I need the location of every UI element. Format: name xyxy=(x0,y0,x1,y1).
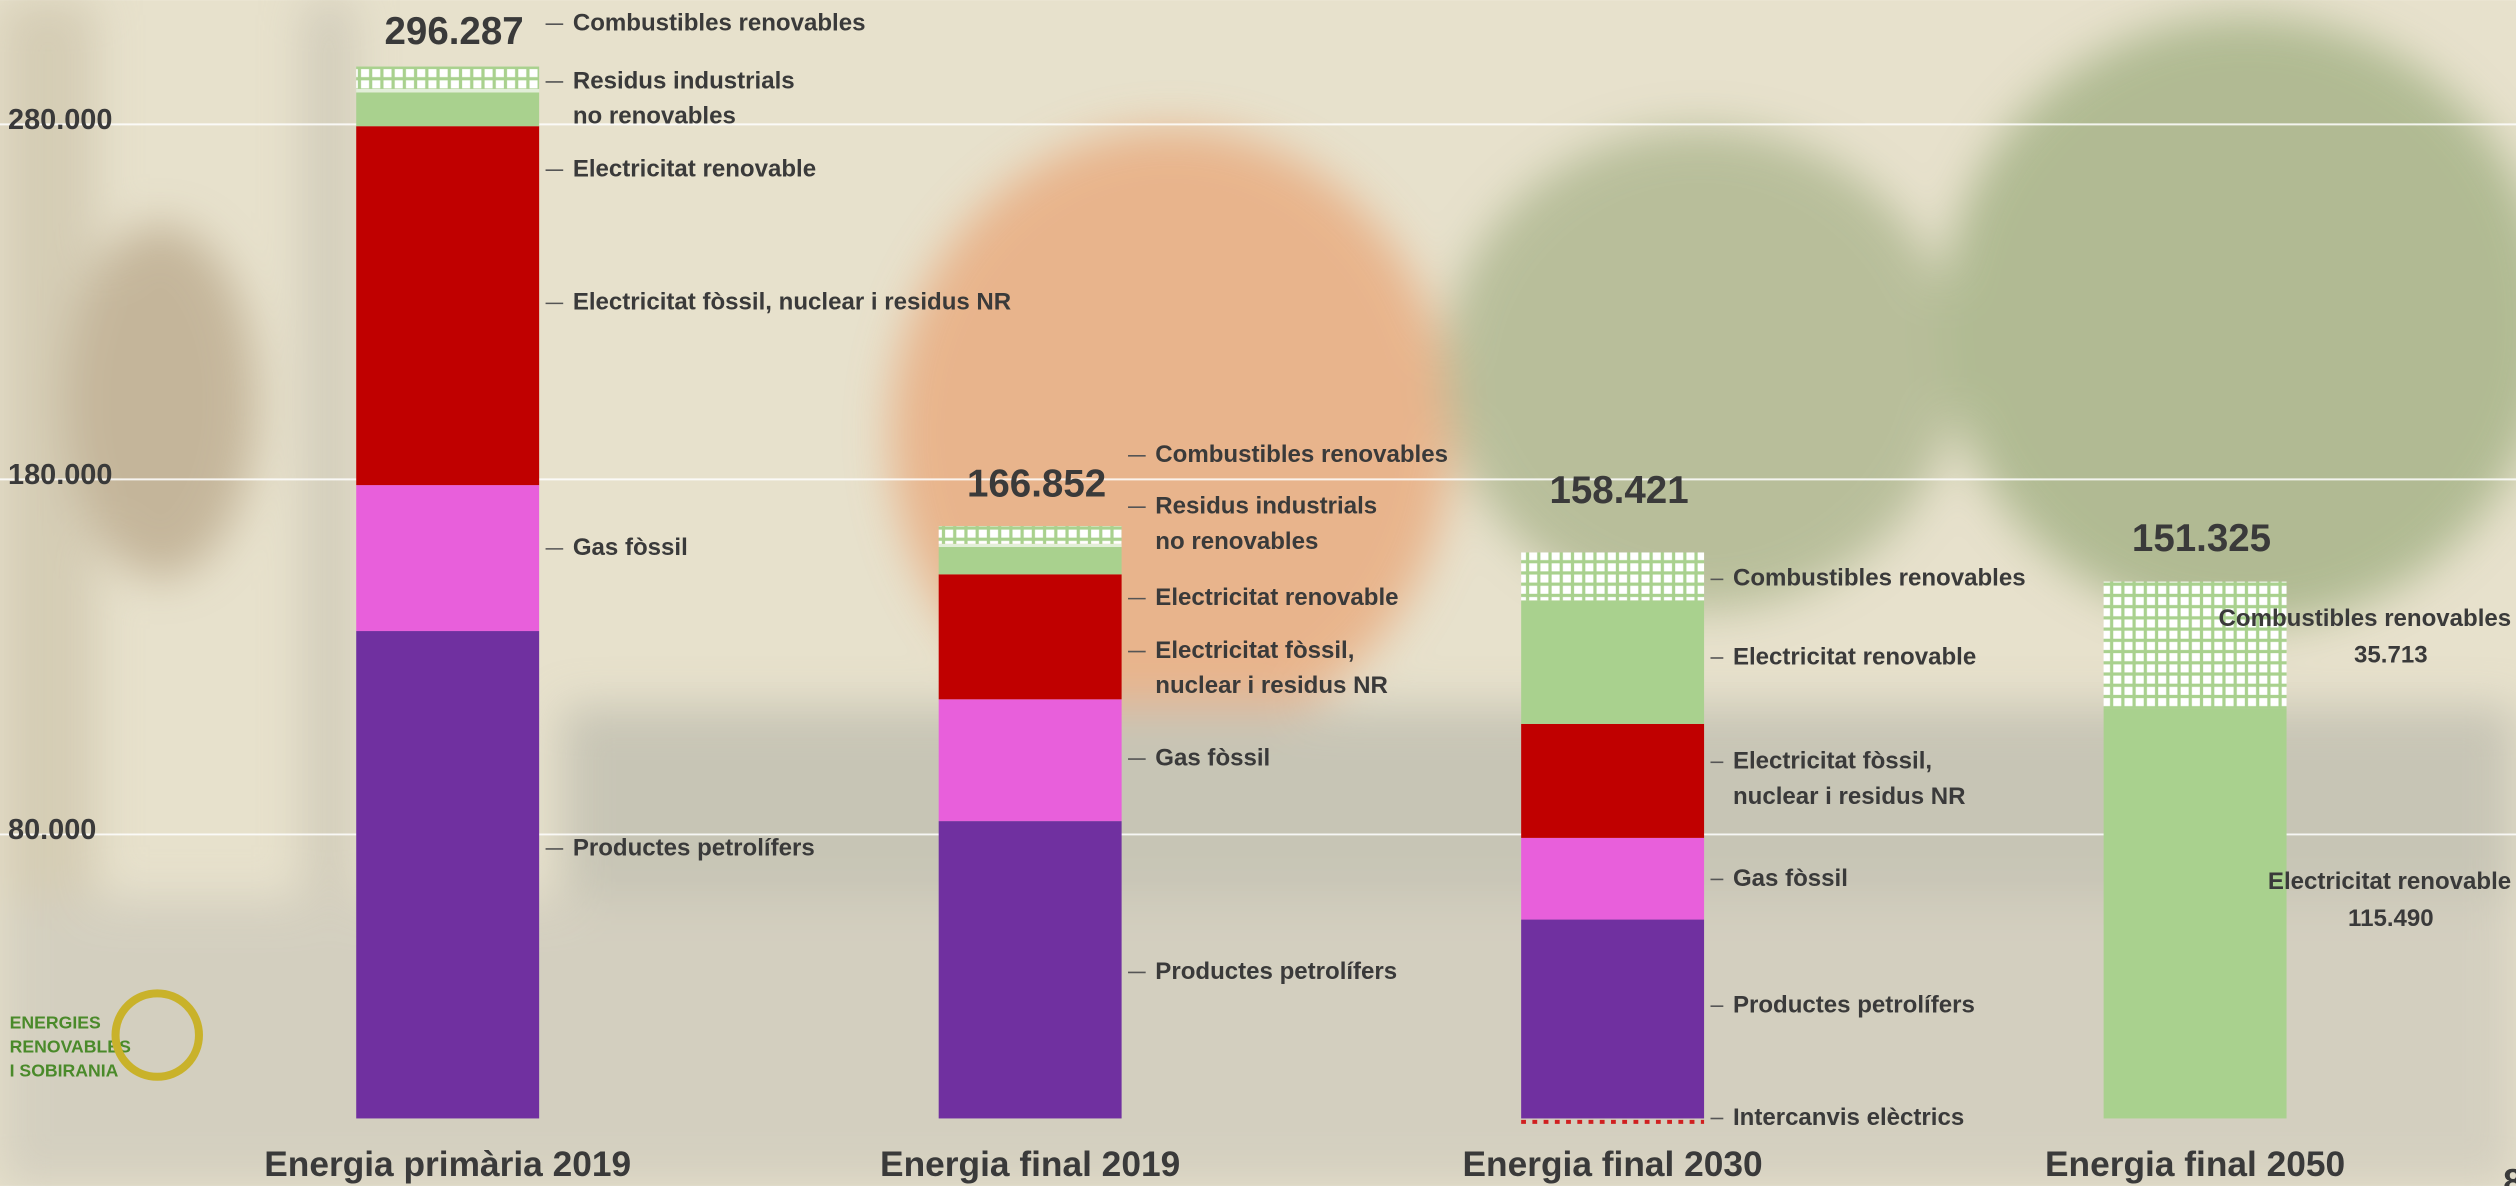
segment-label: Combustibles renovables xyxy=(1155,441,1448,468)
logo: ENERGIES RENOVABLES I SOBIRANIA xyxy=(10,989,203,1081)
y-tick-label: 80.000 xyxy=(8,814,96,846)
y-tick-label: 180.000 xyxy=(8,459,112,491)
segment-label: Electricitat renovable xyxy=(1155,584,1398,611)
segment-label: Combustibles renovables xyxy=(1733,565,2026,592)
bar-segment xyxy=(938,526,1122,544)
segment-label: Gas fòssil xyxy=(573,534,688,561)
x-tick-label: Energia final 2050 xyxy=(2045,1145,2345,1184)
x-tick-label: Energia final 2030 xyxy=(1463,1145,1763,1184)
logo-text: RENOVABLES xyxy=(10,1037,131,1057)
segment-label: Residus industrials xyxy=(573,67,795,94)
bar-segment xyxy=(356,485,540,632)
bar-segment xyxy=(356,88,540,93)
logo-gear xyxy=(111,989,203,1081)
bar-segment xyxy=(356,92,540,127)
segment-label: no renovables xyxy=(1155,528,1318,555)
page-number: 8 xyxy=(2503,1163,2516,1186)
logo-text: ENERGIES xyxy=(10,1012,101,1032)
bar-segment xyxy=(1521,723,1705,838)
bar-segment xyxy=(356,66,540,89)
bar-segment xyxy=(938,821,1122,1119)
segment-label: Gas fòssil xyxy=(1733,865,1848,892)
bar-segment xyxy=(938,699,1122,822)
segment-label: Electricitat renovable xyxy=(2268,868,2511,895)
bar-segment xyxy=(1521,919,1705,1119)
y-tick-label: 280.000 xyxy=(8,104,112,136)
segment-label: Combustibles renovables xyxy=(573,10,866,37)
total-label: 166.852 xyxy=(967,462,1106,505)
value-label: 115.490 xyxy=(2348,905,2434,932)
segment-label: Electricitat renovable xyxy=(573,156,816,183)
segment-label: Residus industrials xyxy=(1155,493,1377,520)
total-label: 296.287 xyxy=(385,10,524,53)
bar-segment xyxy=(938,547,1122,575)
segment-label: nuclear i residus NR xyxy=(1733,783,1966,810)
x-tick-label: Energia final 2019 xyxy=(880,1145,1180,1184)
total-label: 158.421 xyxy=(1549,469,1688,512)
segment-label: Intercanvis elèctrics xyxy=(1733,1104,1964,1131)
bar-segment xyxy=(938,574,1122,700)
bar-segment xyxy=(938,543,1122,548)
segment-label: Productes petrolífers xyxy=(1155,958,1397,985)
bar-segment xyxy=(356,126,540,486)
segment-label: Electricitat renovable xyxy=(1733,643,1976,670)
bar-segment xyxy=(1521,837,1705,920)
segment-label: Combustibles renovables xyxy=(2219,605,2512,632)
bar-segment xyxy=(2103,581,2287,709)
segment-label: Electricitat fòssil, nuclear i residus N… xyxy=(573,289,1011,316)
bar-segment xyxy=(356,631,540,1119)
segment-label: Gas fòssil xyxy=(1155,744,1270,771)
value-label: 35.713 xyxy=(2354,642,2428,669)
bar-segment xyxy=(2103,708,2287,1119)
segment-label: nuclear i residus NR xyxy=(1155,672,1388,699)
logo-text: I SOBIRANIA xyxy=(10,1061,119,1081)
segment-label: Productes petrolífers xyxy=(1733,992,1975,1019)
bar-segment xyxy=(1521,552,1705,601)
x-tick-label: Energia primària 2019 xyxy=(264,1145,631,1184)
segment-label: Productes petrolífers xyxy=(573,834,815,861)
segment-label: Electricitat fòssil, xyxy=(1733,748,1932,775)
segment-label: no renovables xyxy=(573,103,736,130)
bar-segment xyxy=(1521,600,1705,724)
segment-label: Electricitat fòssil, xyxy=(1155,637,1354,664)
total-label: 151.325 xyxy=(2132,517,2271,560)
